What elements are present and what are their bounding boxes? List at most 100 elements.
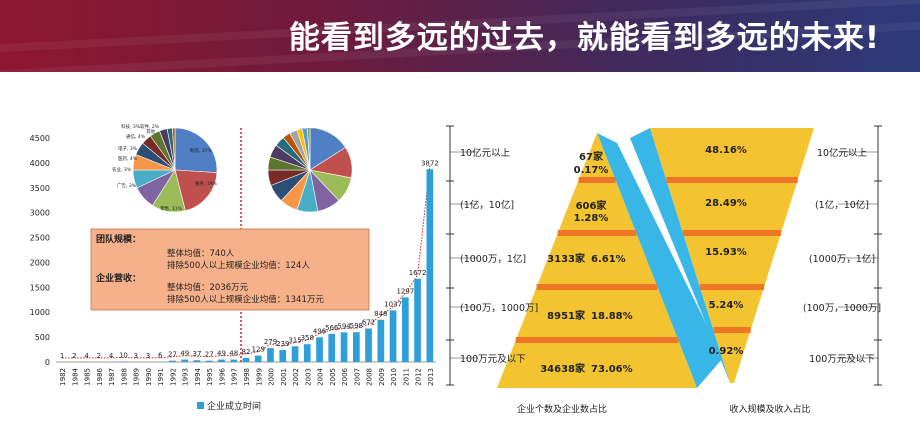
- bar-value-label: 27: [168, 351, 177, 359]
- bar-value-label: 82: [242, 348, 251, 356]
- bar: [353, 332, 360, 362]
- x-tick-label: 1987: [108, 368, 116, 386]
- funnel-share-label: 0.92%: [709, 346, 744, 357]
- y-tick-label: 4000: [30, 159, 50, 168]
- x-tick-label: 1992: [169, 368, 177, 386]
- legend-swatch: [197, 402, 204, 409]
- bar-value-label: 848: [374, 310, 387, 318]
- bar: [267, 348, 274, 362]
- bar: [328, 333, 336, 362]
- pie-label: 医药, 4%: [118, 155, 138, 162]
- x-tick-label: 1994: [194, 367, 202, 385]
- x-tick-label: 1998: [243, 368, 251, 386]
- x-tick-label: 2004: [317, 367, 325, 385]
- trend-line: [62, 165, 431, 359]
- x-tick-label: 1997: [231, 368, 239, 386]
- bar: [242, 357, 250, 362]
- x-tick-label: 1989: [133, 368, 141, 386]
- y-tick-label: 1000: [30, 308, 50, 317]
- bar: [230, 359, 238, 362]
- pyramid-share-label: 6.61%: [591, 254, 626, 265]
- x-tick-label: 2009: [378, 368, 386, 386]
- bar: [205, 360, 213, 362]
- pyramid-share-label: 1.28%: [574, 213, 609, 224]
- bar-value-label: 3872: [421, 159, 439, 167]
- bar: [120, 361, 127, 362]
- bar-value-label: 2: [97, 352, 101, 360]
- x-tick-label: 2011: [402, 368, 410, 386]
- bar-value-label: 358: [301, 334, 314, 342]
- x-tick-label: 1993: [182, 368, 190, 386]
- x-tick-label: 2002: [292, 368, 300, 386]
- y-tick-label: 0: [45, 358, 50, 367]
- bar-value-label: 1: [60, 352, 64, 360]
- funnel-band: [713, 327, 751, 333]
- funnel-share-label: 28.49%: [705, 198, 747, 209]
- bar: [303, 344, 311, 362]
- funnel-band: [666, 177, 798, 183]
- bar-value-label: 4: [84, 352, 89, 360]
- x-tick-label: 2003: [304, 368, 312, 386]
- left-range-label: (1000万，1亿]: [460, 253, 526, 265]
- funnel-band: [699, 284, 765, 290]
- bar-value-label: 566: [325, 324, 339, 332]
- bar-value-label: 48: [229, 350, 238, 358]
- bar-value-label: 2: [72, 352, 76, 360]
- pyramid-front: [497, 133, 697, 388]
- x-tick-label: 1990: [145, 368, 153, 386]
- bar-value-label: 37: [193, 350, 202, 358]
- left-range-label: 10亿元以上: [460, 147, 511, 159]
- pyramid-band: [515, 337, 679, 343]
- funnel-share-label: 15.93%: [705, 247, 747, 258]
- x-tick-label: 1985: [84, 368, 92, 386]
- bar: [181, 359, 188, 362]
- pie-label: 其他: [146, 128, 155, 135]
- bar-value-label: 129: [252, 346, 265, 354]
- x-tick-label: 1982: [59, 368, 67, 386]
- bar: [193, 360, 201, 362]
- header-banner: 能看到多远的过去，就能看到多远的未来!: [0, 0, 920, 72]
- pyramid-count-label: 8951家: [547, 309, 586, 322]
- right-range-label: 10亿元以上: [817, 147, 868, 159]
- right-range-label: (100万，1000万]: [803, 303, 881, 314]
- callout-team-line1: 整体均值：740人: [167, 248, 235, 259]
- bar-value-label: 4: [109, 352, 114, 360]
- y-tick-label: 4500: [30, 134, 50, 143]
- bar: [389, 310, 397, 362]
- bar-value-label: 315: [288, 336, 301, 344]
- callout-revenue-line1: 整体均值：2036万元: [167, 282, 249, 293]
- pie-label: 电子, 3%: [118, 145, 138, 152]
- x-tick-label: 2012: [415, 368, 423, 386]
- right-range-label: (1亿，10亿]: [815, 199, 869, 211]
- x-tick-label: 2013: [427, 368, 435, 386]
- bar-value-label: 1037: [384, 300, 402, 308]
- y-tick-label: 500: [35, 333, 50, 342]
- y-tick-label: 3000: [30, 209, 50, 218]
- pie-slice: [172, 127, 176, 171]
- bar-value-label: 1297: [396, 287, 414, 295]
- page-title: 能看到多远的过去，就能看到多远的未来!: [288, 20, 880, 56]
- pyramid-band: [557, 230, 637, 236]
- pyramid-caption: 企业个数及企业数占比: [517, 403, 607, 415]
- bar: [316, 337, 323, 362]
- bar-value-label: 672: [362, 319, 375, 327]
- pie-label: 科技, 3%: [121, 123, 141, 130]
- bar: [218, 359, 225, 362]
- x-tick-label: 2001: [280, 368, 288, 386]
- bar-value-label: 49: [180, 350, 189, 358]
- x-tick-label: 2008: [366, 368, 374, 386]
- x-tick-label: 1999: [255, 368, 263, 386]
- bar-value-label: 49: [217, 350, 226, 358]
- bar-value-label: 598: [350, 322, 363, 330]
- bar: [340, 332, 348, 362]
- pyramid-share-label: 0.17%: [574, 165, 609, 176]
- bar-value-label: 594: [337, 322, 351, 330]
- bar-value-label: 27: [205, 351, 214, 359]
- x-tick-label: 2007: [353, 368, 361, 386]
- pyramid-count-label: 34638家: [540, 362, 586, 375]
- pie-label: 制造, 37%: [190, 147, 213, 154]
- pie-label-cluster: ··· ··· ···: [300, 126, 318, 132]
- pyramid-count-label: 606家: [576, 199, 608, 212]
- funnel-band: [682, 230, 781, 236]
- pyramid-share-label: 73.06%: [591, 364, 633, 375]
